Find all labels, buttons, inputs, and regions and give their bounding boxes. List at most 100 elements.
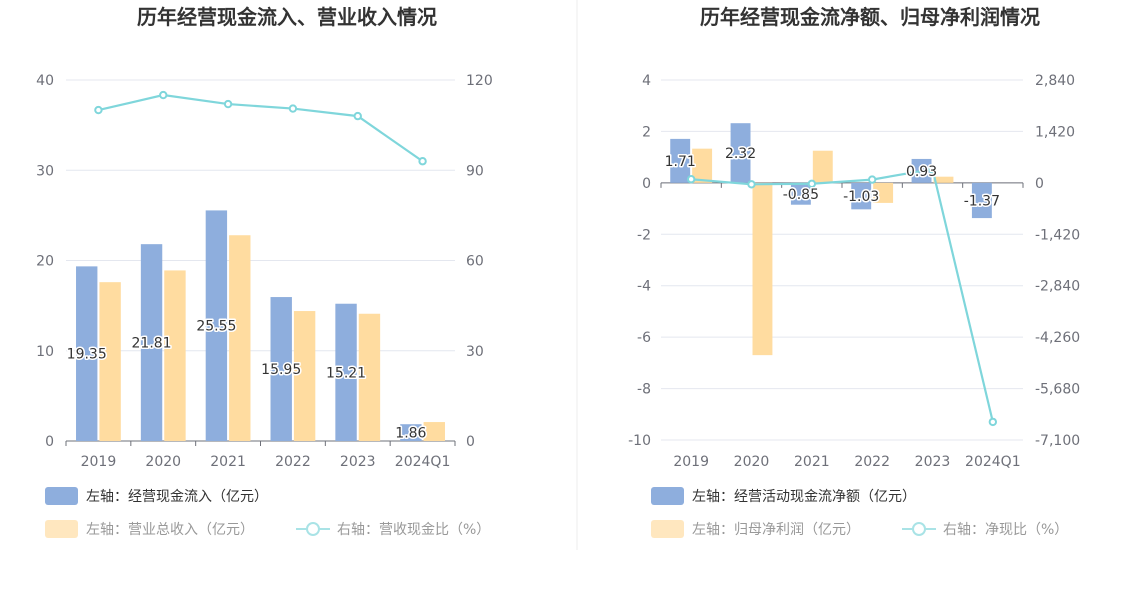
legend-label: 左轴：经营现金流入（亿元） xyxy=(86,489,268,505)
bar-yellow xyxy=(164,270,186,441)
legend-item-net-cash-ratio[interactable]: 右轴：净现比（%） xyxy=(902,522,1068,538)
y-right-tick-label: 90 xyxy=(466,163,484,179)
data-label: 2.32 xyxy=(725,146,756,162)
line-point xyxy=(807,179,817,188)
line-point xyxy=(418,157,427,166)
bar-yellow xyxy=(229,235,251,441)
line-point xyxy=(159,90,168,100)
legend-swatch-blue xyxy=(651,487,684,505)
line-point xyxy=(686,175,696,184)
data-label: 1.71 xyxy=(665,154,696,170)
legend-swatch-yellow xyxy=(651,520,684,538)
bar-blue xyxy=(670,138,691,183)
x-tick-label: 2020 xyxy=(734,454,770,470)
y-right-tick-label: -1,420 xyxy=(1035,227,1080,243)
legend-label: 左轴：经营活动现金流净额（亿元） xyxy=(692,489,916,505)
legend-item-revenue[interactable]: 左轴：营业总收入（亿元） xyxy=(45,520,254,538)
bar-blue xyxy=(140,244,163,441)
y-left-tick-label: -4 xyxy=(637,279,651,295)
y-left-tick-label: 2 xyxy=(642,124,651,140)
y-right-tick-label: -7,100 xyxy=(1035,433,1080,449)
line-point xyxy=(353,111,362,121)
legend-item-revenue-cash-ratio[interactable]: 右轴：营收现金比（%） xyxy=(296,522,490,538)
bar-yellow xyxy=(99,282,121,441)
legend-swatch-blue xyxy=(45,487,78,505)
line-point xyxy=(867,175,877,184)
bar-blue xyxy=(790,182,811,205)
bar-yellow xyxy=(812,150,833,183)
chart-left: 0 0 10 30 20 60 30 90 40 120 2019 2020 2021 2022 2023 2… xyxy=(36,73,493,470)
x-tick-label: 2021 xyxy=(794,454,830,470)
legend-marker-icon xyxy=(912,522,926,536)
x-tick-label: 2024Q1 xyxy=(965,454,1021,470)
y-right-tick-label: 1,420 xyxy=(1035,124,1075,140)
bar-blue xyxy=(76,266,98,441)
bar-blue xyxy=(851,182,872,210)
legend-item-cash-inflow[interactable]: 左轴：经营现金流入（亿元） xyxy=(45,487,268,505)
y-right-tick-label: -5,680 xyxy=(1035,382,1080,398)
legend-label: 左轴：归母净利润（亿元） xyxy=(692,521,860,538)
y-left-tick-label: 0 xyxy=(642,176,651,192)
data-label: -1.03 xyxy=(843,189,879,205)
y-left-tick-label: 4 xyxy=(642,73,651,89)
y-right-tick-label: -4,260 xyxy=(1035,330,1080,346)
chart-right: -10 -7,100 -8 -5,680 -6 -4,260 -4 -2,840 -2 -1,42… xyxy=(628,73,1080,470)
bar-yellow xyxy=(933,176,954,183)
bar-blue xyxy=(400,424,422,441)
bar-yellow xyxy=(293,311,316,441)
line-point xyxy=(223,99,233,109)
line-point xyxy=(747,180,756,189)
data-label: 0.93 xyxy=(906,164,937,180)
legend-item-net-cash-flow[interactable]: 左轴：经营活动现金流净额（亿元） xyxy=(651,487,916,505)
legend-left: 左轴：经营现金流入（亿元） 左轴：营业总收入（亿元） 右轴：营收现金比（%） xyxy=(45,487,490,538)
y-left-tick-label: -10 xyxy=(628,433,651,449)
bar-blue xyxy=(205,210,228,441)
data-label: 19.35 xyxy=(67,347,107,363)
data-label: 25.55 xyxy=(196,319,236,335)
bar-blue xyxy=(335,303,357,441)
y-right-tick-label: -2,840 xyxy=(1035,279,1080,295)
data-label: 15.21 xyxy=(326,365,366,381)
line-point xyxy=(94,105,103,115)
y-right-tick-label: 2,840 xyxy=(1035,73,1075,89)
line-series xyxy=(98,93,424,163)
x-tick-label: 2024Q1 xyxy=(395,454,451,470)
legend-swatch-yellow xyxy=(45,520,78,538)
data-label: 1.86 xyxy=(395,426,426,442)
line-series xyxy=(691,167,994,423)
y-left-tick-label: 40 xyxy=(36,73,54,89)
x-tick-label: 2022 xyxy=(854,454,890,470)
bar-yellow xyxy=(752,182,773,356)
bar-blue xyxy=(730,123,751,183)
bar-yellow xyxy=(692,148,713,183)
y-left-tick-label: -8 xyxy=(637,382,651,398)
x-tick-label: 2019 xyxy=(81,454,117,470)
y-right-tick-label: 60 xyxy=(466,254,484,270)
y-right-tick-label: 0 xyxy=(466,434,475,450)
legend-item-net-profit[interactable]: 左轴：归母净利润（亿元） xyxy=(651,520,860,538)
chart-title-left: 历年经营现金流入、营业收入情况 xyxy=(137,5,437,29)
y-right-tick-label: 120 xyxy=(466,73,493,89)
y-left-tick-label: 0 xyxy=(45,434,54,450)
x-tick-label: 2019 xyxy=(673,454,709,470)
bar-yellow xyxy=(358,313,381,441)
data-label: -0.85 xyxy=(783,187,819,203)
bar-yellow xyxy=(873,182,894,203)
line-point xyxy=(928,164,937,174)
y-left-tick-label: 20 xyxy=(36,254,54,270)
bar-blue xyxy=(971,182,992,219)
bar-yellow xyxy=(423,422,445,441)
data-label: -1.37 xyxy=(964,193,1000,209)
y-right-tick-label: 0 xyxy=(1035,176,1044,192)
chart-title-right: 历年经营现金流净额、归母净利润情况 xyxy=(700,5,1040,29)
legend-label: 右轴：净现比（%） xyxy=(943,522,1068,538)
y-left-tick-label: -2 xyxy=(637,227,651,243)
x-tick-label: 2023 xyxy=(340,454,376,470)
data-label: 21.81 xyxy=(132,336,172,352)
x-tick-label: 2020 xyxy=(145,454,181,470)
y-left-tick-label: 30 xyxy=(36,163,54,179)
legend-marker-icon xyxy=(306,522,320,536)
y-left-tick-label: -6 xyxy=(637,330,651,346)
data-label: 15.95 xyxy=(261,362,301,378)
